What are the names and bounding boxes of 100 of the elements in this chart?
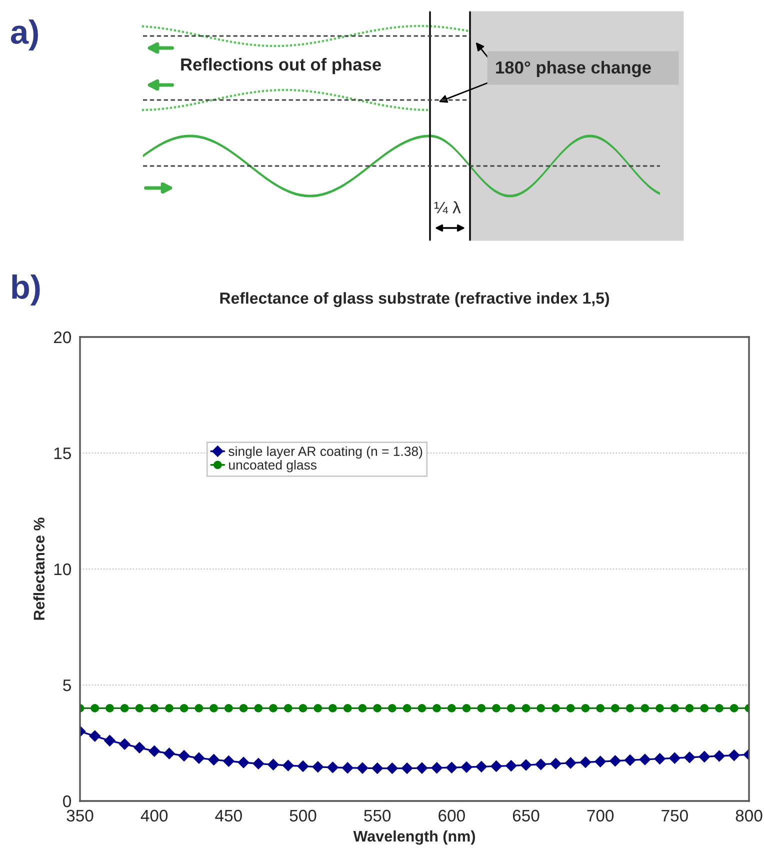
point bbox=[388, 704, 396, 712]
point bbox=[418, 704, 426, 712]
y-tick-label: 5 bbox=[63, 680, 71, 692]
point bbox=[106, 704, 114, 712]
point bbox=[490, 760, 502, 772]
point bbox=[534, 758, 547, 770]
point bbox=[238, 756, 250, 768]
x-tick-label: 650 bbox=[512, 810, 540, 822]
x-tick-label: 400 bbox=[140, 810, 168, 822]
point bbox=[505, 760, 518, 772]
point bbox=[135, 704, 144, 712]
point bbox=[446, 762, 458, 774]
point bbox=[552, 704, 560, 712]
point bbox=[432, 704, 441, 712]
x-tick-label: 450 bbox=[215, 810, 242, 822]
point bbox=[522, 704, 530, 712]
point bbox=[239, 704, 248, 712]
point bbox=[193, 752, 205, 764]
point bbox=[460, 761, 472, 774]
point bbox=[580, 756, 592, 768]
point bbox=[254, 704, 263, 712]
point bbox=[611, 704, 620, 712]
text: a) bbox=[10, 19, 38, 51]
point bbox=[536, 704, 546, 712]
x-tick-label: 750 bbox=[662, 810, 688, 822]
point bbox=[609, 754, 622, 767]
point bbox=[698, 750, 710, 763]
x-axis-title: Wavelength (nm) bbox=[353, 830, 475, 845]
point bbox=[730, 704, 738, 712]
point bbox=[120, 704, 129, 712]
point bbox=[180, 704, 188, 712]
point bbox=[654, 752, 666, 765]
point bbox=[150, 704, 158, 712]
point bbox=[312, 761, 324, 773]
point bbox=[210, 704, 218, 712]
point bbox=[371, 762, 384, 774]
point bbox=[314, 704, 322, 712]
x-tick-label: 550 bbox=[364, 810, 391, 822]
y-axis-title: Reflectance % bbox=[33, 518, 45, 620]
point bbox=[88, 730, 101, 742]
point bbox=[639, 754, 651, 766]
point bbox=[685, 704, 694, 712]
x-tick-label: 350 bbox=[66, 810, 94, 822]
point bbox=[700, 704, 709, 712]
point bbox=[402, 704, 412, 712]
point bbox=[165, 704, 174, 712]
point bbox=[416, 762, 428, 774]
point bbox=[713, 750, 726, 762]
point bbox=[728, 749, 740, 762]
x-tick-label: 500 bbox=[290, 810, 316, 822]
point bbox=[596, 704, 604, 712]
point bbox=[284, 704, 292, 712]
x-tick-label: 800 bbox=[736, 810, 762, 822]
y-tick-label: 20 bbox=[54, 331, 72, 344]
point bbox=[328, 704, 337, 712]
point bbox=[118, 738, 130, 750]
point bbox=[222, 755, 235, 767]
point bbox=[564, 757, 576, 769]
y-tick-label: 0 bbox=[63, 795, 72, 808]
y-tick-label: 10 bbox=[54, 563, 72, 576]
point bbox=[224, 704, 233, 712]
text: b) bbox=[12, 274, 40, 306]
point bbox=[386, 762, 398, 774]
point bbox=[566, 704, 575, 712]
point bbox=[178, 750, 190, 762]
point bbox=[358, 704, 367, 712]
legend-label: uncoated glass bbox=[229, 460, 317, 472]
point bbox=[373, 704, 382, 712]
point bbox=[550, 758, 562, 770]
legend-label: single layer AR coating (n = 1.38) bbox=[228, 446, 422, 459]
text: ¼ λ bbox=[434, 201, 461, 214]
point bbox=[134, 742, 146, 754]
point bbox=[208, 754, 220, 766]
point bbox=[477, 704, 486, 712]
point bbox=[282, 760, 294, 772]
point bbox=[668, 752, 681, 764]
point bbox=[252, 758, 264, 770]
point bbox=[462, 704, 471, 712]
point bbox=[269, 704, 278, 712]
point bbox=[401, 762, 413, 774]
point bbox=[163, 748, 176, 760]
point bbox=[476, 760, 488, 773]
point bbox=[194, 704, 204, 712]
point bbox=[104, 734, 116, 747]
point bbox=[506, 704, 516, 712]
point bbox=[594, 756, 606, 768]
point bbox=[670, 704, 679, 712]
point bbox=[715, 704, 724, 712]
x-tick-label: 600 bbox=[438, 810, 465, 822]
point bbox=[448, 704, 456, 712]
text: Reflections out of phase bbox=[181, 58, 382, 74]
point bbox=[626, 704, 634, 712]
point bbox=[492, 704, 500, 712]
point bbox=[430, 762, 443, 774]
text: 180° phase change bbox=[496, 60, 651, 78]
point bbox=[298, 704, 308, 712]
point bbox=[326, 761, 339, 774]
point bbox=[148, 745, 160, 758]
point bbox=[342, 762, 354, 774]
point bbox=[624, 754, 636, 766]
